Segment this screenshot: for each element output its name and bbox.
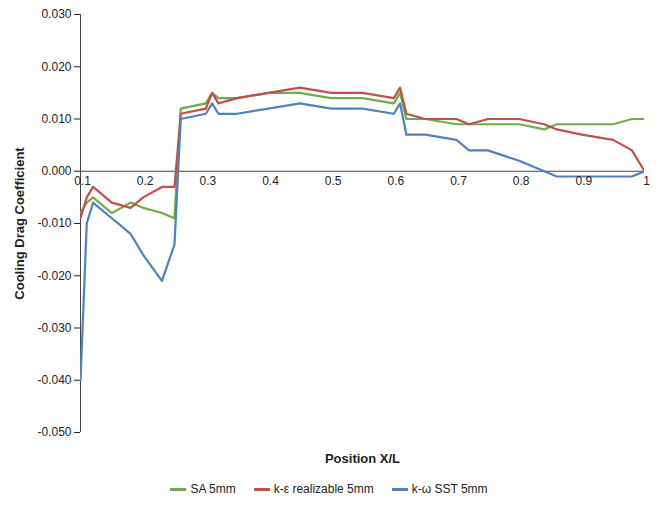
svg-text:0.020: 0.020 xyxy=(41,60,71,74)
svg-text:0.030: 0.030 xyxy=(41,7,71,21)
svg-text:0.2: 0.2 xyxy=(137,174,154,188)
svg-text:-0.010: -0.010 xyxy=(37,216,71,230)
svg-text:-0.030: -0.030 xyxy=(37,321,71,335)
html-text:k-ω SST 5mm: k-ω SST 5mm xyxy=(411,482,488,496)
svg-text:-0.020: -0.020 xyxy=(37,269,71,283)
html-text:k-ε realizable 5mm: k-ε realizable 5mm xyxy=(273,482,374,496)
svg-text:0.010: 0.010 xyxy=(41,112,71,126)
svg-text:0.8: 0.8 xyxy=(513,174,530,188)
svg-text:-0.050: -0.050 xyxy=(37,425,71,439)
svg-text:0.000: 0.000 xyxy=(41,164,71,178)
svg-text:Position X/L: Position X/L xyxy=(325,451,400,466)
svg-text:0.9: 0.9 xyxy=(575,174,592,188)
svg-text:1: 1 xyxy=(643,174,650,188)
svg-text:0.3: 0.3 xyxy=(199,174,216,188)
svg-text:0.1: 0.1 xyxy=(74,174,91,188)
svg-text:0.7: 0.7 xyxy=(450,174,467,188)
svg-text:0.6: 0.6 xyxy=(387,174,404,188)
svg-text:0.5: 0.5 xyxy=(325,174,342,188)
svg-text:Cooling Drag Coefficient: Cooling Drag Coefficient xyxy=(12,147,27,300)
svg-text:-0.040: -0.040 xyxy=(37,373,71,387)
html-text:SA 5mm: SA 5mm xyxy=(190,482,236,496)
svg-text:0.4: 0.4 xyxy=(262,174,279,188)
